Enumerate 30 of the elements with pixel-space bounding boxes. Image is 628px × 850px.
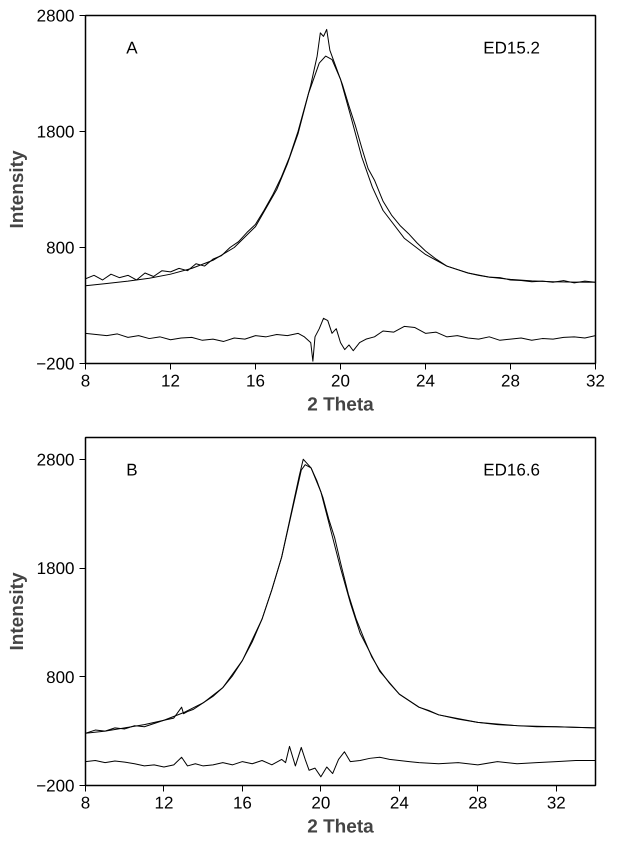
x-axis-title: 2 Theta [307,816,374,838]
x-tick-label: 12 [154,794,174,812]
x-tick-label: 32 [586,372,605,390]
y-tick-label: −200 [36,776,75,796]
y-tick-label: −200 [36,354,75,374]
x-tick-label: 16 [232,794,252,812]
annotation: ED15.2 [483,38,540,58]
x-tick-label: 28 [501,372,520,390]
x-tick-label: 12 [161,372,180,390]
annotation: B [126,460,138,480]
y-tick-label: 2800 [36,6,75,26]
y-tick-label: 1800 [36,559,75,578]
annotation: A [126,38,138,58]
x-tick-label: 24 [390,794,409,812]
x-tick-label: 24 [416,372,435,390]
y-axis-title: Intensity [7,150,28,229]
x-tick-label: 8 [80,372,90,390]
y-tick-label: 800 [46,668,75,687]
x-tick-label: 28 [468,794,488,812]
y-tick-label: 1800 [36,122,75,142]
x-tick-label: 16 [246,372,265,390]
x-tick-label: 20 [331,372,350,390]
x-axis-title: 2 Theta [307,394,374,416]
x-tick-label: 8 [80,794,90,812]
x-tick-label: 32 [546,794,566,812]
y-tick-label: 800 [46,238,75,258]
y-tick-label: 2800 [36,450,75,470]
annotation: ED16.6 [483,460,540,480]
y-axis-title: Intensity [7,572,28,651]
x-tick-label: 20 [311,794,330,812]
